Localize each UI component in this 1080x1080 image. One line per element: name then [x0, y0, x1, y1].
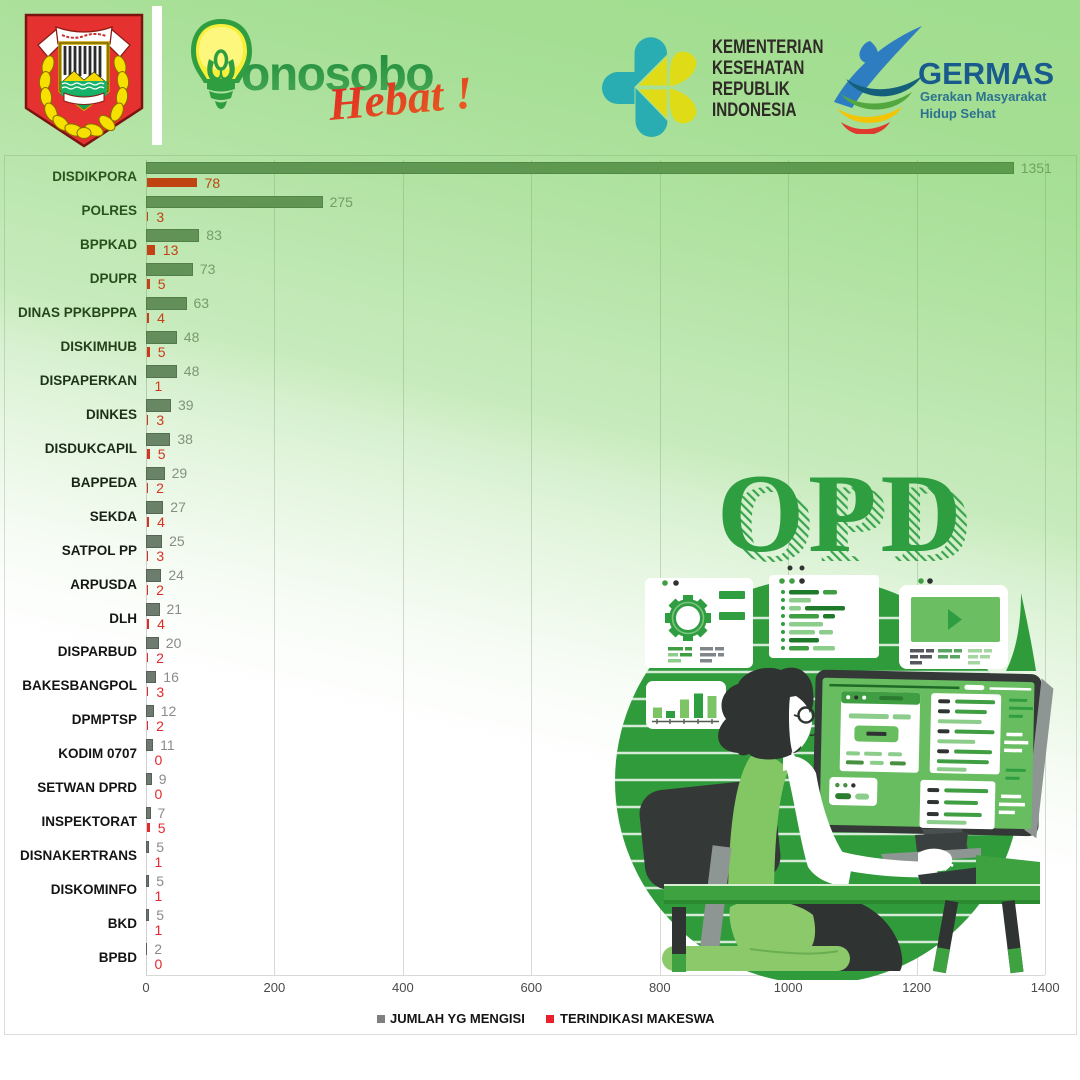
svg-text:Hebat !: Hebat !: [325, 67, 474, 130]
svg-text:onosobo: onosobo: [241, 48, 433, 101]
